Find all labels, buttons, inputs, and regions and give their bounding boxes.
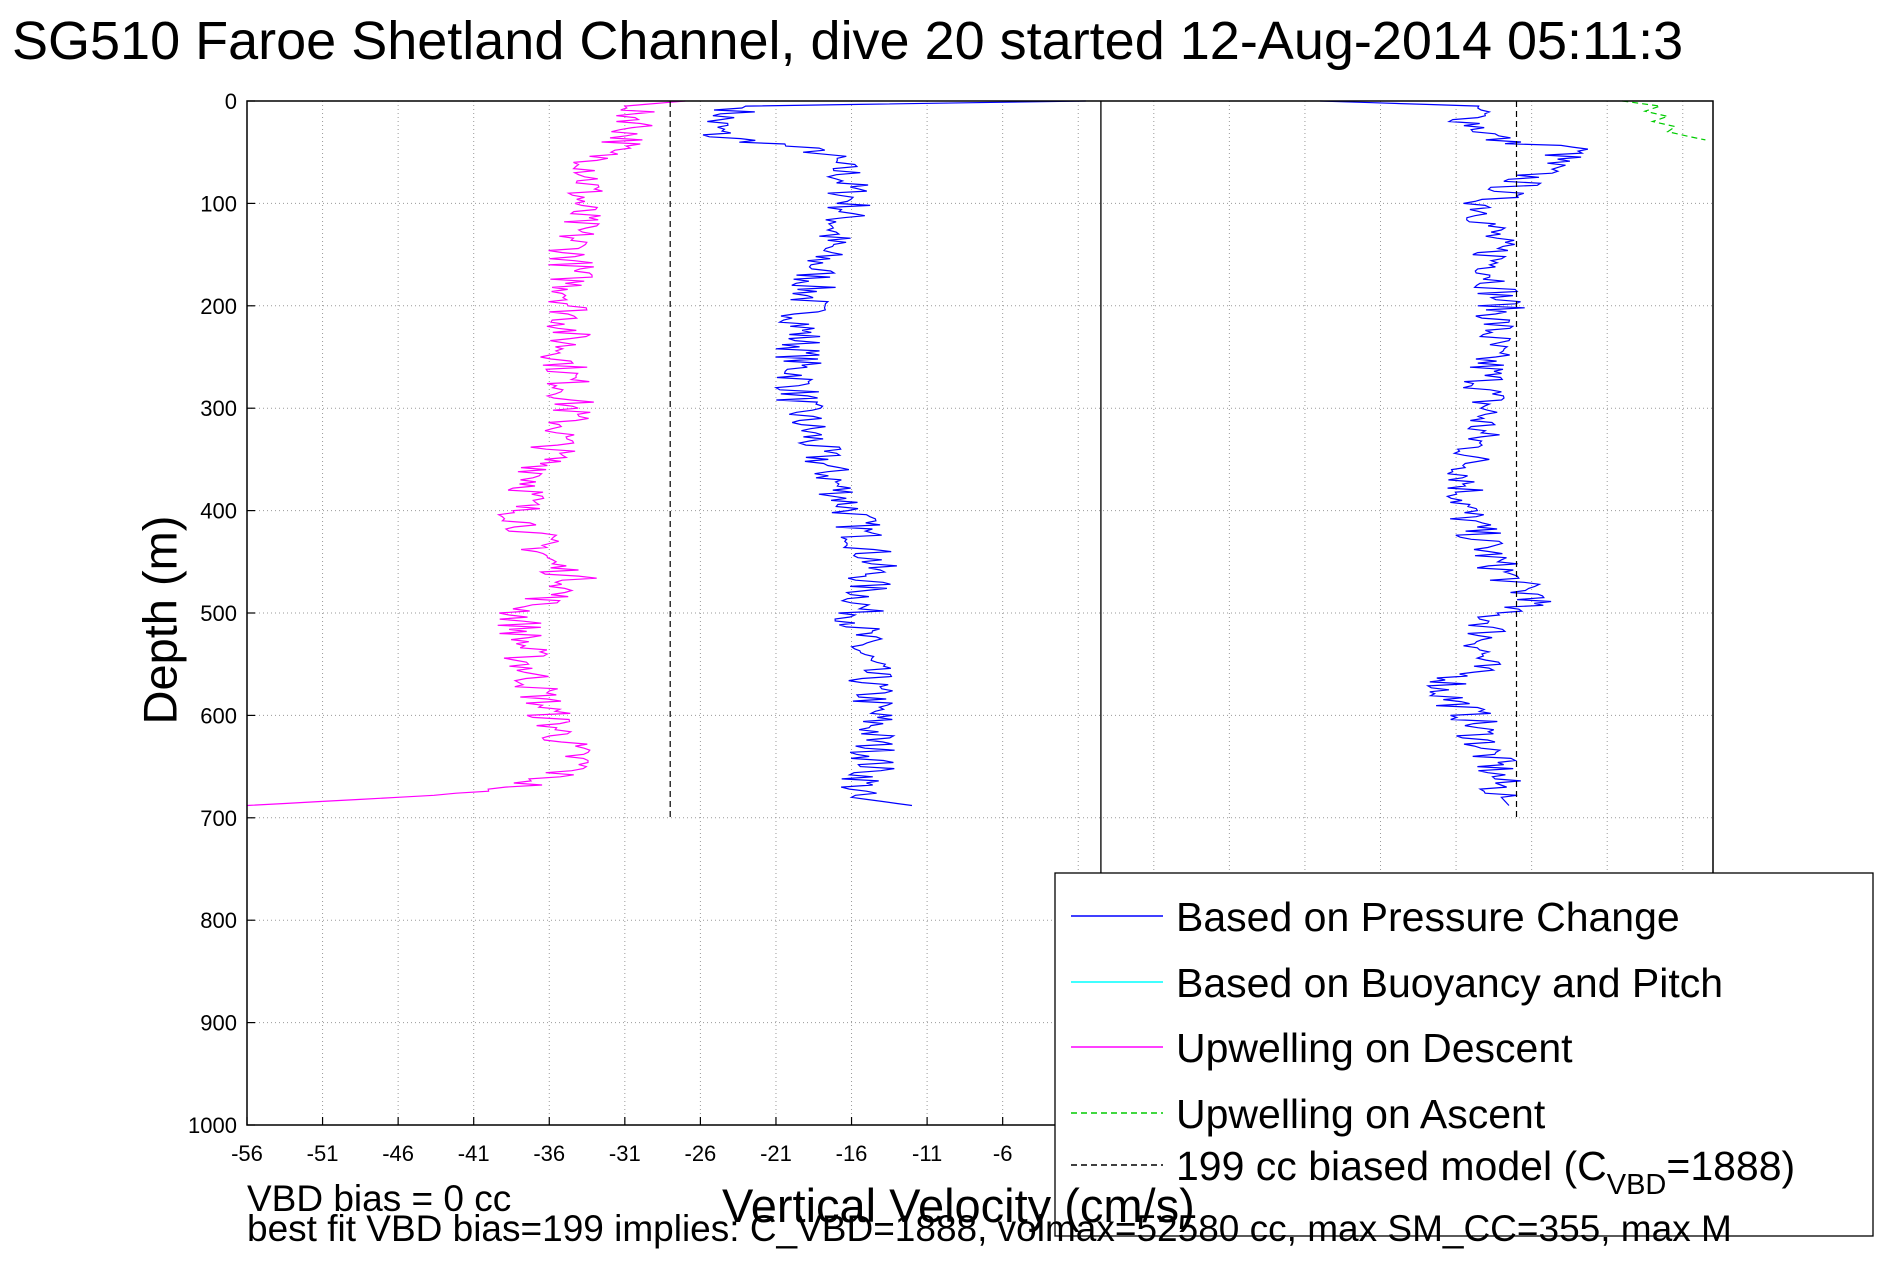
y-axis-label: Depth (m) — [133, 515, 187, 725]
legend-label: Based on Buoyancy and Pitch — [1176, 960, 1723, 1006]
x-tick-label: -6 — [993, 1141, 1013, 1166]
y-tick-label: 100 — [200, 191, 237, 216]
y-tick-label: 200 — [200, 294, 237, 319]
x-tick-label: -51 — [307, 1141, 339, 1166]
y-tick-label: 0 — [225, 89, 237, 114]
y-tick-label: 900 — [200, 1011, 237, 1036]
x-tick-label: -41 — [458, 1141, 490, 1166]
y-tick-label: 600 — [200, 703, 237, 728]
y-tick-label: 700 — [200, 806, 237, 831]
axes-box — [246, 100, 1714, 1126]
legend-label: Upwelling on Descent — [1176, 1025, 1573, 1071]
best-fit-note: best fit VBD bias=199 implies: C_VBD=188… — [247, 1208, 1732, 1249]
grid-lines — [246, 100, 1713, 1126]
y-tick-label: 300 — [200, 396, 237, 421]
legend-label: Upwelling on Ascent — [1176, 1091, 1546, 1137]
series-layer — [246, 100, 1706, 818]
y-tick-label: 1000 — [188, 1113, 237, 1138]
legend-label: 199 cc biased model (CVBD=1888) — [1176, 1143, 1795, 1201]
x-tick-label: -36 — [533, 1141, 565, 1166]
y-tick-labels: 0 100 200 300 400 500 600 700 800 900 1000 — [188, 89, 237, 1138]
y-tick-label: 400 — [200, 499, 237, 524]
x-tick-label: -21 — [760, 1141, 792, 1166]
x-tick-label: -31 — [609, 1141, 641, 1166]
x-tick-label: -26 — [685, 1141, 717, 1166]
legend-label: Based on Pressure Change — [1176, 894, 1680, 940]
chart-title: SG510 Faroe Shetland Channel, dive 20 st… — [12, 11, 1684, 71]
legend-box — [1054, 872, 1874, 1237]
series-line-upwelling-on-ascent — [1622, 100, 1706, 141]
x-tick-label: -46 — [382, 1141, 414, 1166]
vbd-bias-note: VBD bias = 0 cc — [247, 1178, 512, 1219]
y-tick-label: 800 — [200, 908, 237, 933]
x-axis-label: Vertical Velocity (cm/s) — [722, 1179, 1195, 1232]
x-tick-label: -16 — [836, 1141, 868, 1166]
series-line-upwelling-on-descent — [246, 100, 686, 807]
series-line-based-on-pressure-change — [1320, 100, 1589, 806]
x-tick-label: -56 — [231, 1141, 263, 1166]
x-tick-label: -11 — [912, 1141, 942, 1166]
legend: Based on Pressure Change Based on Buoyanc… — [1054, 872, 1874, 1237]
y-tick-label: 500 — [200, 601, 237, 626]
series-line-based-on-pressure-change — [702, 100, 1086, 807]
